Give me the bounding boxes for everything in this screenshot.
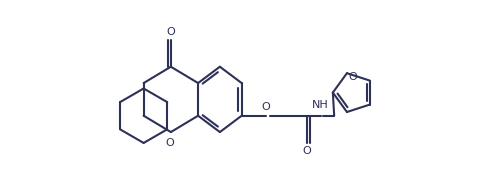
Text: O: O [165,138,174,147]
Text: NH: NH [312,100,329,110]
Text: O: O [262,102,271,112]
Text: O: O [167,27,175,37]
Text: O: O [348,72,357,82]
Text: O: O [303,146,312,156]
